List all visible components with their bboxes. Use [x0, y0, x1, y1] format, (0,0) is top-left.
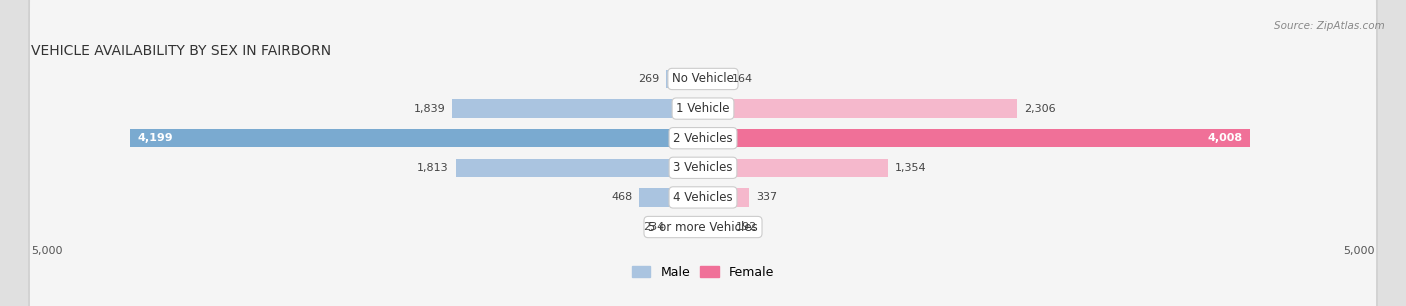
Text: 234: 234: [643, 222, 664, 232]
Text: 2,306: 2,306: [1025, 103, 1056, 114]
Text: 192: 192: [735, 222, 758, 232]
Text: 269: 269: [638, 74, 659, 84]
Text: 1,839: 1,839: [413, 103, 446, 114]
Bar: [703, 218, 730, 236]
FancyBboxPatch shape: [30, 0, 1376, 306]
Bar: [456, 159, 703, 177]
Text: 5,000: 5,000: [31, 246, 63, 256]
Text: VEHICLE AVAILABILITY BY SEX IN FAIRBORN: VEHICLE AVAILABILITY BY SEX IN FAIRBORN: [31, 44, 332, 58]
Text: Source: ZipAtlas.com: Source: ZipAtlas.com: [1274, 21, 1385, 32]
Text: No Vehicle: No Vehicle: [672, 73, 734, 85]
FancyBboxPatch shape: [30, 0, 1376, 306]
Text: 337: 337: [756, 192, 778, 203]
Text: 1,813: 1,813: [418, 163, 449, 173]
FancyBboxPatch shape: [30, 0, 1376, 306]
Bar: [703, 159, 887, 177]
Bar: [640, 188, 703, 207]
Bar: [666, 70, 703, 88]
Text: 4 Vehicles: 4 Vehicles: [673, 191, 733, 204]
Text: 468: 468: [612, 192, 633, 203]
Text: 4,008: 4,008: [1208, 133, 1243, 143]
Text: 164: 164: [733, 74, 754, 84]
Text: 1 Vehicle: 1 Vehicle: [676, 102, 730, 115]
Bar: [703, 129, 1250, 147]
Bar: [703, 188, 749, 207]
Bar: [703, 99, 1018, 118]
Bar: [671, 218, 703, 236]
Text: 5 or more Vehicles: 5 or more Vehicles: [648, 221, 758, 233]
Bar: [131, 129, 703, 147]
Text: 5,000: 5,000: [1343, 246, 1375, 256]
FancyBboxPatch shape: [30, 0, 1376, 306]
Text: 4,199: 4,199: [138, 133, 173, 143]
Text: 2 Vehicles: 2 Vehicles: [673, 132, 733, 145]
Text: 3 Vehicles: 3 Vehicles: [673, 161, 733, 174]
Bar: [703, 70, 725, 88]
Legend: Male, Female: Male, Female: [631, 266, 775, 279]
Bar: [453, 99, 703, 118]
Text: 1,354: 1,354: [894, 163, 927, 173]
FancyBboxPatch shape: [30, 0, 1376, 306]
FancyBboxPatch shape: [30, 0, 1376, 306]
